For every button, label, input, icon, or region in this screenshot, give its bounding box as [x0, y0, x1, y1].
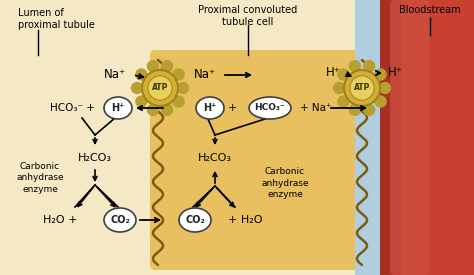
Circle shape	[349, 104, 360, 116]
Text: ATP: ATP	[354, 84, 370, 92]
Circle shape	[147, 104, 158, 116]
Circle shape	[349, 60, 360, 72]
Text: + Na⁺: + Na⁺	[300, 103, 331, 113]
Ellipse shape	[249, 97, 291, 119]
Circle shape	[177, 82, 189, 94]
Circle shape	[136, 69, 147, 80]
Circle shape	[338, 69, 349, 80]
Circle shape	[364, 60, 374, 72]
Bar	[155, 55, 370, 265]
Ellipse shape	[104, 97, 132, 119]
FancyBboxPatch shape	[390, 0, 430, 275]
Circle shape	[375, 69, 386, 80]
Circle shape	[147, 60, 158, 72]
Circle shape	[334, 82, 345, 94]
Circle shape	[148, 76, 172, 100]
Text: Carbonic
anhydrase
enzyme: Carbonic anhydrase enzyme	[261, 167, 309, 199]
Text: +: +	[228, 103, 237, 113]
Text: + H₂O: + H₂O	[228, 215, 263, 225]
Text: Carbonic
anhydrase
enzyme: Carbonic anhydrase enzyme	[16, 162, 64, 194]
Circle shape	[350, 76, 374, 100]
Circle shape	[162, 104, 173, 116]
Text: Na⁺: Na⁺	[194, 68, 216, 81]
Text: H₂CO₃: H₂CO₃	[198, 153, 232, 163]
Circle shape	[173, 96, 184, 107]
Circle shape	[131, 82, 143, 94]
Text: Lumen of
proximal tubule: Lumen of proximal tubule	[18, 8, 95, 31]
Circle shape	[338, 96, 349, 107]
Circle shape	[136, 96, 147, 107]
Bar	[355, 0, 474, 275]
Text: H₂CO₃: H₂CO₃	[78, 153, 112, 163]
Circle shape	[375, 96, 386, 107]
Circle shape	[344, 70, 380, 106]
Text: CO₂: CO₂	[110, 215, 130, 225]
Circle shape	[162, 60, 173, 72]
Text: H₂O +: H₂O +	[43, 215, 77, 225]
Text: CO₂: CO₂	[185, 215, 205, 225]
Circle shape	[173, 69, 184, 80]
Text: HCO₃⁻ +: HCO₃⁻ +	[50, 103, 94, 113]
Text: H⁺: H⁺	[203, 103, 217, 113]
Text: Na⁺: Na⁺	[104, 68, 126, 81]
FancyBboxPatch shape	[380, 0, 474, 275]
Text: HCO₃⁻: HCO₃⁻	[255, 103, 285, 112]
Ellipse shape	[179, 208, 211, 232]
Text: H⁺: H⁺	[326, 67, 340, 79]
FancyBboxPatch shape	[380, 0, 401, 275]
Text: Proximal convoluted
tubule cell: Proximal convoluted tubule cell	[199, 5, 298, 28]
Text: H⁺: H⁺	[111, 103, 125, 113]
Ellipse shape	[104, 208, 136, 232]
Ellipse shape	[196, 97, 224, 119]
Circle shape	[380, 82, 391, 94]
FancyBboxPatch shape	[150, 50, 375, 270]
Circle shape	[364, 104, 374, 116]
Text: Bloodstream: Bloodstream	[399, 5, 461, 15]
Text: H⁺: H⁺	[388, 67, 402, 79]
Text: ATP: ATP	[152, 84, 168, 92]
Circle shape	[142, 70, 178, 106]
